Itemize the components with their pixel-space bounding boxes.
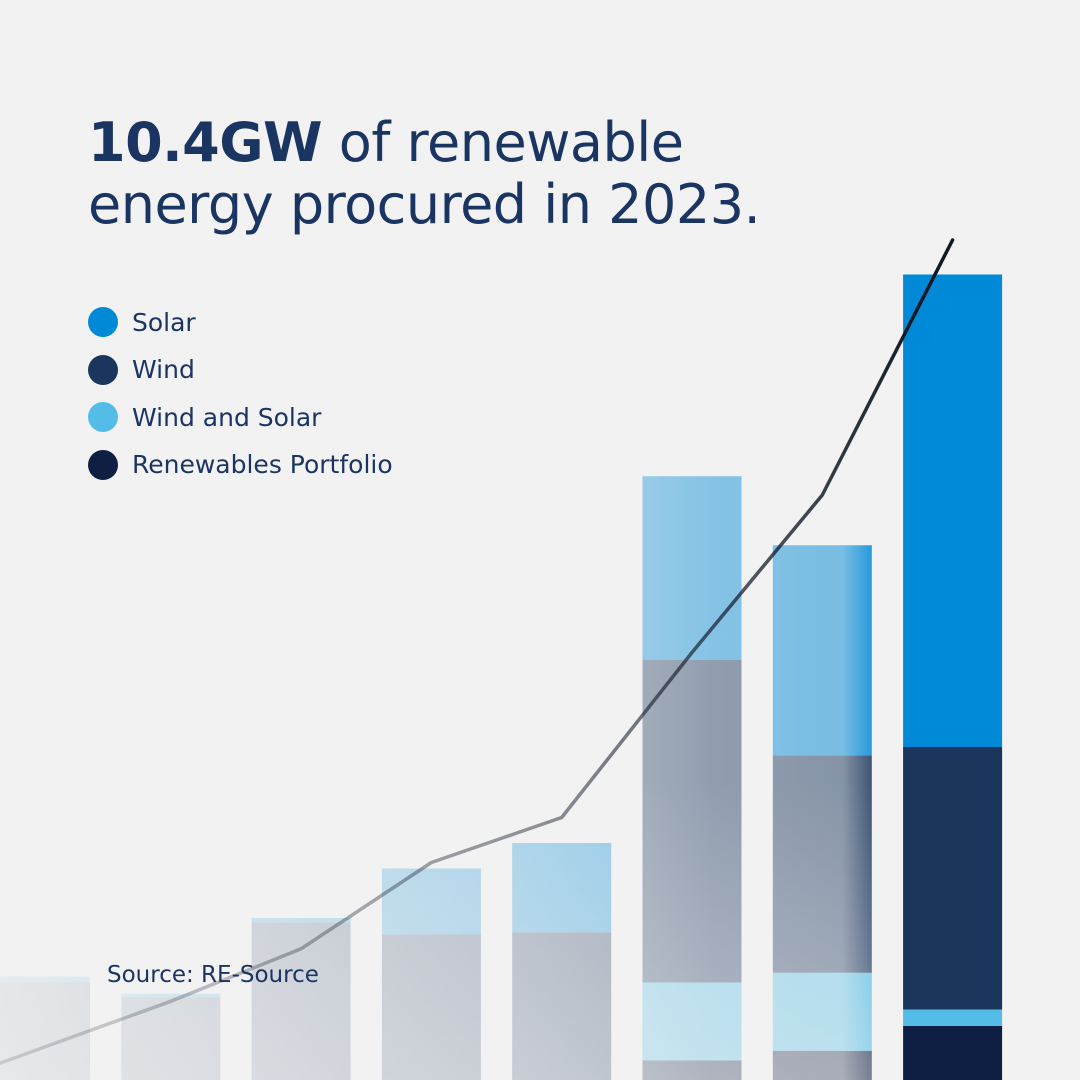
legend-item-wind: Wind	[88, 354, 393, 386]
legend-item-wind-and-solar: Wind and Solar	[88, 401, 393, 433]
headline-line1-rest: of renewable	[322, 111, 684, 174]
legend-item-renewables-portfolio: Renewables Portfolio	[88, 449, 393, 481]
legend-swatch-renewables-portfolio	[88, 449, 118, 480]
legend-swatch-wind	[88, 354, 118, 385]
headline-line2: energy procured in 2023.	[88, 173, 761, 236]
source-note: Source: RE-Source	[107, 962, 319, 988]
fade-overlay-bottom	[0, 780, 880, 1080]
chart-legend: Solar Wind Wind and Solar Renewables Por…	[88, 306, 393, 496]
legend-label-wind-and-solar: Wind and Solar	[132, 402, 322, 432]
headline: 10.4GW of renewable energy procured in 2…	[88, 112, 908, 236]
legend-swatch-wind-and-solar	[88, 402, 118, 432]
headline-total: 10.4GW	[88, 111, 323, 174]
legend-label-renewables-portfolio: Renewables Portfolio	[132, 450, 393, 479]
legend-label-solar: Solar	[132, 307, 196, 337]
legend-label-wind: Wind	[132, 355, 195, 384]
trend-line	[0, 238, 955, 1066]
legend-item-solar: Solar	[88, 306, 393, 338]
legend-swatch-solar	[88, 307, 118, 337]
